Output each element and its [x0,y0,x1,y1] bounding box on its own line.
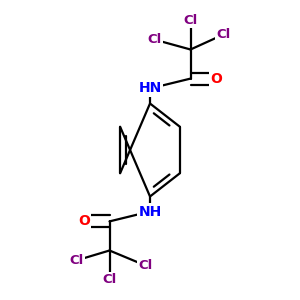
Text: Cl: Cl [147,33,162,46]
Text: HN: HN [138,82,162,95]
Text: O: O [210,72,222,86]
Text: Cl: Cl [138,259,153,272]
Text: Cl: Cl [216,28,231,41]
Text: O: O [78,214,90,228]
Text: Cl: Cl [183,14,198,27]
Text: NH: NH [138,205,162,218]
Text: Cl: Cl [69,254,84,267]
Text: Cl: Cl [102,273,117,286]
